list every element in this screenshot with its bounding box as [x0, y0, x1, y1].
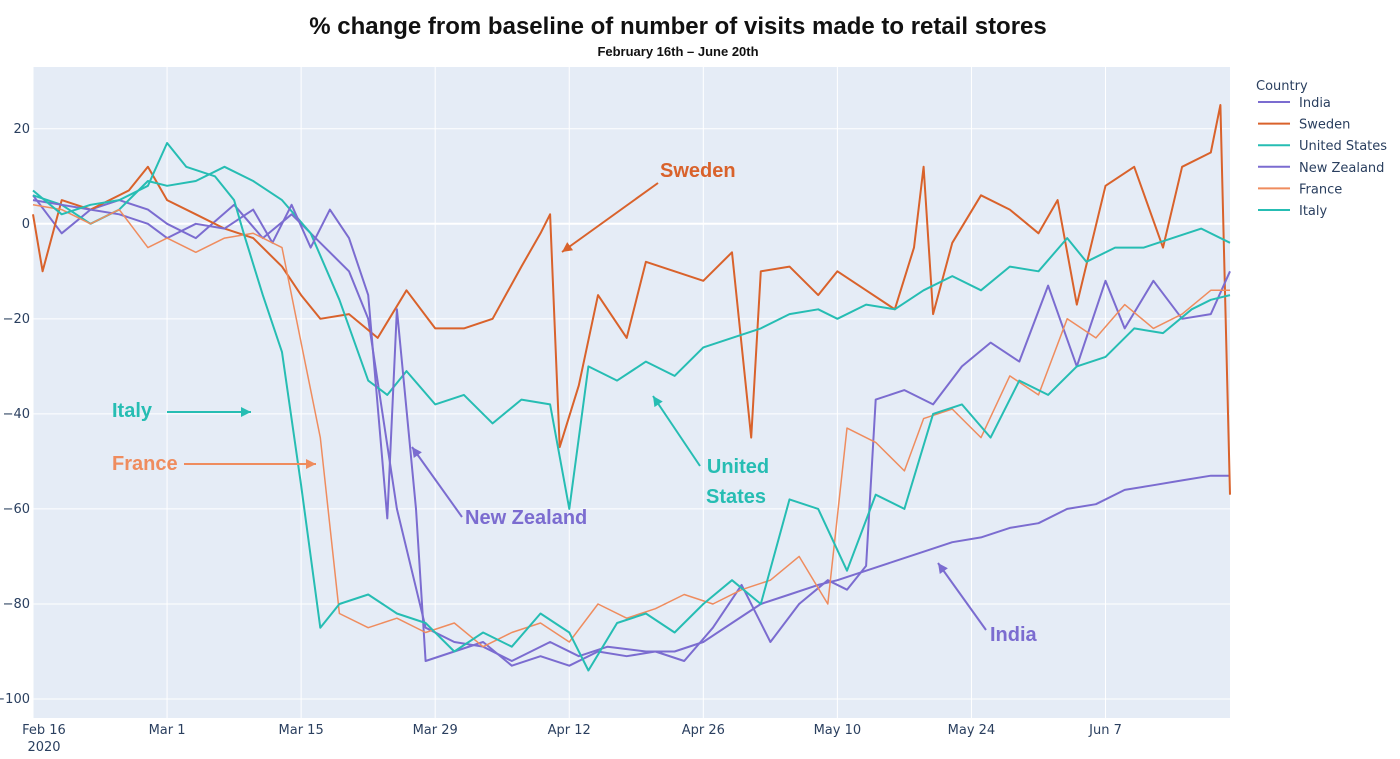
annotation-arrow-sweden: [561, 182, 659, 253]
annotation-arrowhead-new-zealand: [412, 447, 422, 459]
annotation-italy: Italy: [112, 400, 153, 422]
annotations: Sweden Italy France New Zealand United States…: [112, 160, 1038, 646]
legend-items: India Sweden United States New Zealand Franc…: [1258, 96, 1387, 219]
plot-background: [33, 67, 1230, 718]
y-tick-label: −60: [3, 502, 30, 517]
x-tick-label: Apr 26: [682, 723, 725, 738]
legend-title: Country: [1256, 79, 1308, 94]
annotation-united: United: [707, 456, 769, 478]
series-line-united-states: [32, 165, 1231, 510]
x-tick-sublabel: 2020: [27, 740, 60, 755]
series-line-india: [32, 194, 1230, 662]
annotation-india: India: [990, 624, 1038, 646]
annotation-sweden: Sweden: [660, 160, 736, 182]
annotation-arrowhead-italy: [241, 407, 251, 417]
legend-item-sweden: Sweden: [1299, 118, 1350, 133]
chart-subtitle: February 16th – June 20th: [597, 44, 758, 59]
y-tick-label: −100: [0, 692, 30, 707]
annotation-arrow-new-zealand: [411, 446, 463, 518]
annotation-arrow-india: [937, 562, 987, 631]
x-tick-label: May 24: [948, 723, 996, 738]
y-tick-label: −40: [3, 407, 30, 422]
y-tick-label: 20: [13, 122, 30, 137]
x-tick-label: Jun 7: [1088, 723, 1122, 738]
annotation-arrowhead-france: [306, 459, 316, 469]
series-layer: [32, 104, 1231, 672]
x-tick-label: Feb 16: [22, 723, 66, 738]
x-tick-label: Mar 29: [413, 723, 458, 738]
legend-item-italy: Italy: [1299, 204, 1328, 219]
annotation-states: States: [706, 486, 766, 508]
annotation-arrow-united: [652, 395, 701, 467]
annotation-arrowhead-united: [653, 396, 663, 408]
legend[interactable]: Country India Sweden United States New Zeal…: [1256, 79, 1387, 219]
y-tick-label: −20: [3, 312, 30, 327]
y-tick-label: 0: [22, 217, 30, 232]
legend-item-france: France: [1299, 182, 1342, 197]
annotation-arrowhead-sweden: [562, 242, 574, 252]
annotation-new-zealand: New Zealand: [465, 507, 587, 529]
annotation-arrowhead-india: [938, 563, 948, 575]
chart-title: % change from baseline of number of visi…: [309, 13, 1047, 40]
legend-item-united-states: United States: [1299, 139, 1387, 154]
x-tick-label: Apr 12: [548, 723, 591, 738]
series-line-france: [32, 204, 1230, 648]
ticks: 20 0 −20 −40 −60 −80 −100 Feb 16 2020 Mar 1 Mar 15…: [0, 122, 1122, 755]
legend-item-india: India: [1299, 96, 1331, 111]
annotation-france: France: [112, 453, 178, 475]
x-tick-label: Mar 1: [149, 723, 186, 738]
legend-item-new-zealand: New Zealand: [1299, 161, 1384, 176]
series-line-italy: [32, 142, 1231, 672]
x-tick-label: Mar 15: [279, 723, 324, 738]
x-tick-label: May 10: [814, 723, 862, 738]
y-tick-label: −80: [3, 597, 30, 612]
series-line-new-zealand: [32, 199, 1231, 667]
